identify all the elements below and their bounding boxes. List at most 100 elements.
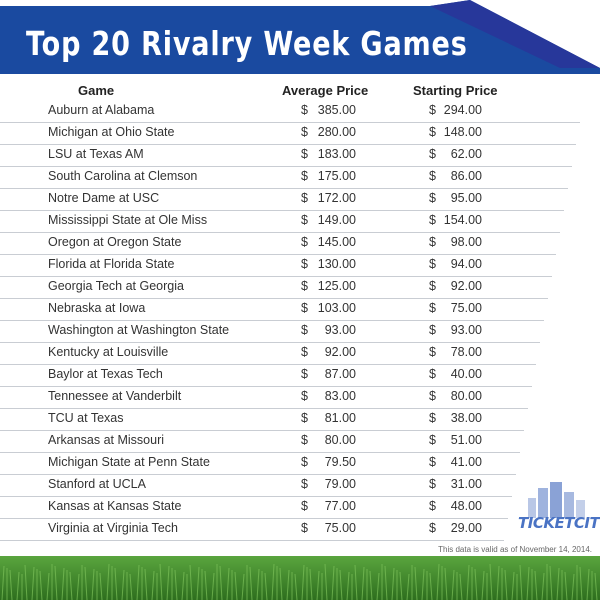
table-row: Kentucky at Louisville $92.00 $78.00: [0, 342, 536, 365]
starting-price: 93.00: [450, 323, 482, 337]
currency-symbol: $: [429, 455, 436, 469]
game-name: Florida at Florida State: [48, 257, 175, 271]
average-price: 130.00: [317, 257, 356, 271]
currency-symbol: $: [429, 125, 436, 139]
starting-price: 95.00: [450, 191, 482, 205]
average-price: 125.00: [317, 279, 356, 293]
table-row: Michigan State at Penn State $79.50 $41.00: [0, 452, 516, 475]
title-banner: Top 20 Rivalry Week Games: [0, 0, 600, 80]
currency-symbol: $: [301, 125, 308, 139]
currency-symbol: $: [301, 345, 308, 359]
currency-symbol: $: [301, 499, 308, 513]
starting-price: 40.00: [450, 367, 482, 381]
average-price: 385.00: [317, 103, 356, 117]
starting-price: 29.00: [450, 521, 482, 535]
table-row: South Carolina at Clemson $175.00 $86.00: [0, 166, 568, 189]
starting-price: 75.00: [450, 301, 482, 315]
ticketcity-logo: TICKETCITY: [518, 480, 600, 540]
currency-symbol: $: [429, 477, 436, 491]
table-row: TCU at Texas $81.00 $38.00: [0, 408, 524, 431]
table-row: LSU at Texas AM $183.00 $62.00: [0, 144, 572, 167]
table-row: Baylor at Texas Tech $87.00 $40.00: [0, 364, 532, 387]
table-row: Michigan at Ohio State $280.00 $148.00: [0, 122, 576, 145]
table-row: Mississippi State at Ole Miss $149.00 $154…: [0, 210, 560, 233]
currency-symbol: $: [301, 521, 308, 535]
average-price: 149.00: [317, 213, 356, 227]
currency-symbol: $: [301, 235, 308, 249]
currency-symbol: $: [429, 213, 436, 227]
average-price: 175.00: [317, 169, 356, 183]
currency-symbol: $: [301, 433, 308, 447]
currency-symbol: $: [301, 191, 308, 205]
table-row: Notre Dame at USC $172.00 $95.00: [0, 188, 564, 211]
currency-symbol: $: [301, 103, 308, 117]
currency-symbol: $: [301, 367, 308, 381]
currency-symbol: $: [429, 521, 436, 535]
game-name: South Carolina at Clemson: [48, 169, 198, 183]
currency-symbol: $: [301, 389, 308, 403]
average-price: 79.00: [324, 477, 356, 491]
currency-symbol: $: [301, 477, 308, 491]
game-name: Virginia at Virginia Tech: [48, 521, 178, 535]
average-price: 145.00: [317, 235, 356, 249]
starting-price: 294.00: [443, 103, 482, 117]
currency-symbol: $: [429, 235, 436, 249]
game-name: Kansas at Kansas State: [48, 499, 182, 513]
average-price: 77.00: [324, 499, 356, 513]
game-name: Michigan State at Penn State: [48, 455, 210, 469]
table-row: Florida at Florida State $130.00 $94.00: [0, 254, 552, 277]
starting-price: 148.00: [443, 125, 482, 139]
starting-price: 38.00: [450, 411, 482, 425]
game-name: TCU at Texas: [48, 411, 124, 425]
currency-symbol: $: [301, 455, 308, 469]
currency-symbol: $: [429, 323, 436, 337]
average-price: 93.00: [324, 323, 356, 337]
game-name: Auburn at Alabama: [48, 103, 155, 117]
currency-symbol: $: [301, 213, 308, 227]
grass-field: [0, 556, 600, 600]
starting-price: 51.00: [450, 433, 482, 447]
starting-price: 154.00: [443, 213, 482, 227]
currency-symbol: $: [429, 411, 436, 425]
game-name: Washington at Washington State: [48, 323, 230, 337]
table-row: Nebraska at Iowa $103.00 $75.00: [0, 298, 544, 321]
average-price: 183.00: [317, 147, 356, 161]
game-name: Stanford at UCLA: [48, 477, 146, 491]
data-validity-note: This data is valid as of November 14, 20…: [438, 545, 592, 554]
average-price: 92.00: [324, 345, 356, 359]
starting-price: 98.00: [450, 235, 482, 249]
starting-price: 86.00: [450, 169, 482, 183]
game-name: Arkansas at Missouri: [48, 433, 165, 447]
game-name: Mississippi State at Ole Miss: [48, 213, 208, 227]
table-row: Georgia Tech at Georgia $125.00 $92.00: [0, 276, 548, 299]
starting-price: 94.00: [450, 257, 482, 271]
table-row: Tennessee at Vanderbilt $83.00 $80.00: [0, 386, 528, 409]
game-name: Notre Dame at USC: [48, 191, 160, 205]
table-row: Virginia at Virginia Tech $75.00 $29.00: [0, 518, 504, 541]
column-header-game: Game: [78, 83, 115, 98]
game-name: Georgia Tech at Georgia: [48, 279, 184, 293]
currency-symbol: $: [429, 499, 436, 513]
starting-price: 78.00: [450, 345, 482, 359]
game-name: Michigan at Ohio State: [48, 125, 175, 139]
average-price: 172.00: [317, 191, 356, 205]
currency-symbol: $: [429, 389, 436, 403]
currency-symbol: $: [429, 301, 436, 315]
currency-symbol: $: [429, 191, 436, 205]
game-name: Oregon at Oregon State: [48, 235, 182, 249]
game-name: Baylor at Texas Tech: [48, 367, 163, 381]
average-price: 83.00: [324, 389, 356, 403]
currency-symbol: $: [429, 345, 436, 359]
starting-price: 80.00: [450, 389, 482, 403]
currency-symbol: $: [301, 323, 308, 337]
average-price: 81.00: [324, 411, 356, 425]
currency-symbol: $: [301, 147, 308, 161]
currency-symbol: $: [429, 433, 436, 447]
starting-price: 31.00: [450, 477, 482, 491]
average-price: 80.00: [324, 433, 356, 447]
starting-price: 62.00: [450, 147, 482, 161]
table-row: Oregon at Oregon State $145.00 $98.00: [0, 232, 556, 255]
game-name: LSU at Texas AM: [48, 147, 144, 161]
starting-price: 48.00: [450, 499, 482, 513]
currency-symbol: $: [429, 257, 436, 271]
